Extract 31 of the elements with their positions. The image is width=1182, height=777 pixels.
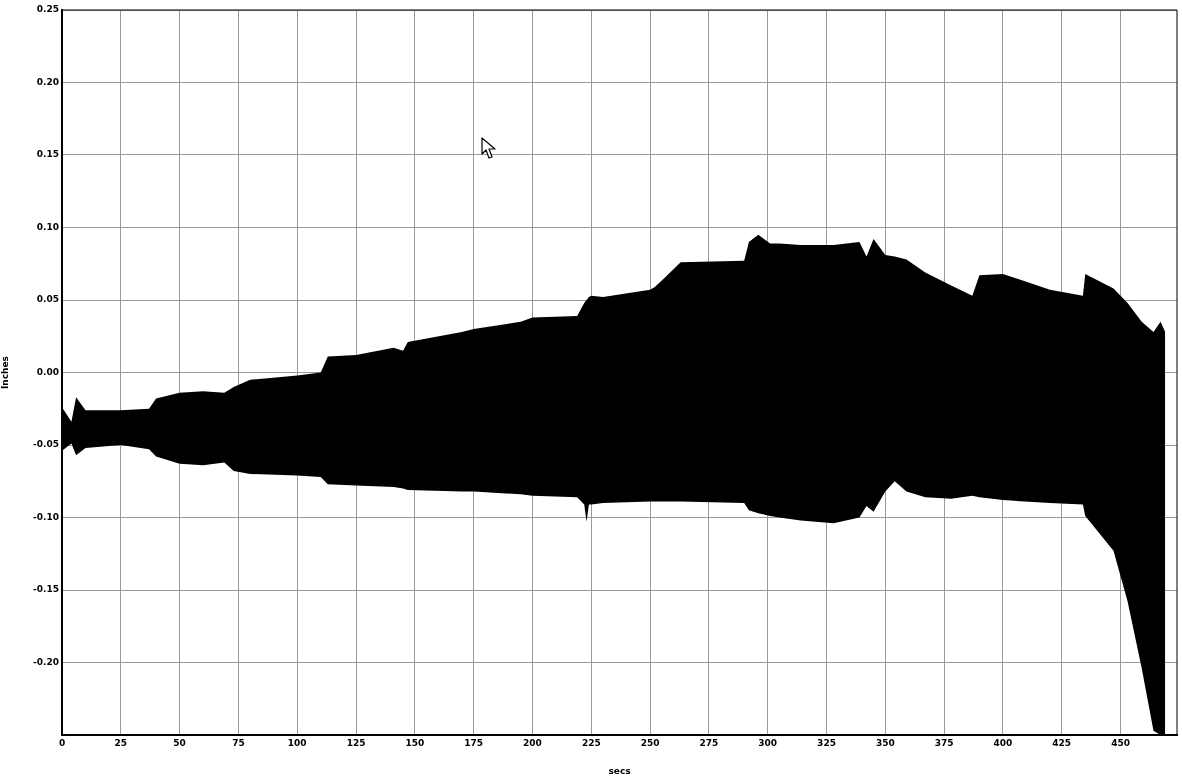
x-tick-label: 100 [287,737,307,748]
x-tick-label: 25 [114,737,128,748]
x-tick-label: 275 [699,737,719,748]
y-tick-label: 0.20 [36,76,59,87]
x-tick-label: 300 [758,737,778,748]
x-tick-label: 375 [934,737,954,748]
x-tick-label: 0 [58,737,66,748]
x-tick-label: 400 [993,737,1013,748]
x-tick-label: 125 [346,737,366,748]
y-tick-label: -0.15 [33,584,59,595]
x-tick-label: 150 [405,737,425,748]
y-tick-label: 0.15 [36,149,59,160]
y-tick-label: 0.05 [36,294,59,305]
x-tick-label: 450 [1111,737,1130,748]
y-axis-title: Inches [0,356,10,389]
x-tick-label: 425 [1052,737,1072,748]
x-axis-title: secs [608,765,631,776]
x-tick-label: 200 [523,737,542,748]
x-tick-label: 75 [232,737,245,748]
y-tick-label: 0.10 [36,221,59,232]
x-tick-label: 225 [581,737,601,748]
y-tick-label: 0.00 [36,366,59,377]
x-tick-label: 250 [640,737,660,748]
x-tick-label: 175 [464,737,484,748]
y-tick-label: 0.25 [36,4,59,15]
x-tick-label: 350 [875,737,895,748]
y-tick-label: -0.05 [33,439,59,450]
y-tick-label: -0.10 [33,511,59,522]
x-tick-label: 325 [817,737,836,748]
x-tick-label: 50 [173,737,186,748]
y-tick-label: -0.20 [33,656,59,667]
